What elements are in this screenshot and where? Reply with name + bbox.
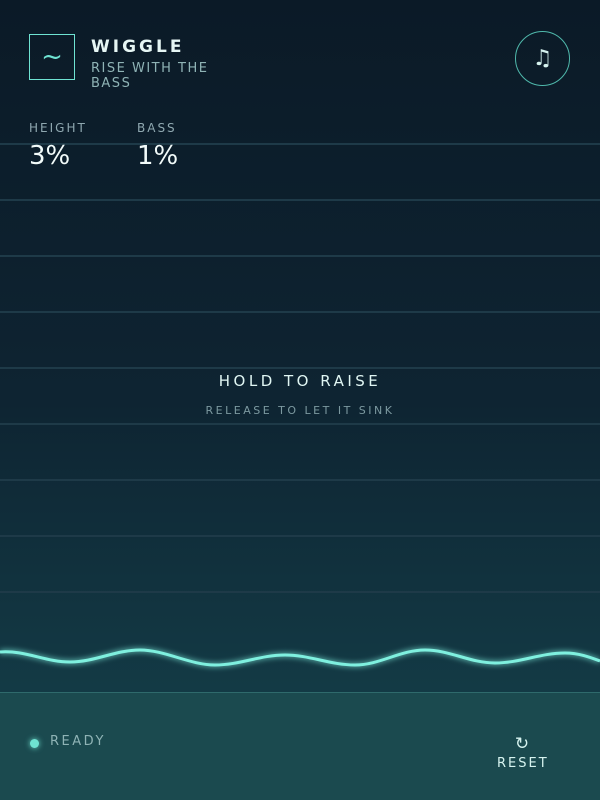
stat-value: 1% — [137, 141, 179, 171]
grid-lines — [0, 143, 600, 593]
stat-value: 3% — [29, 141, 71, 171]
title: WIGGLE — [91, 37, 185, 57]
music-button[interactable]: ♫ — [515, 31, 570, 86]
reset-button[interactable]: RESET — [497, 756, 549, 771]
background — [0, 143, 600, 667]
subtitle: RISE WITH THE BASS — [91, 61, 209, 91]
prompt-subtitle: RELEASE TO LET IT SINK — [205, 404, 395, 417]
status: READY — [50, 734, 106, 749]
logo-icon: ~ — [29, 34, 75, 80]
status-dot — [30, 739, 39, 748]
reset-icon[interactable]: ↻ — [514, 734, 530, 754]
prompt-title: HOLD TO RAISE — [218, 372, 382, 390]
stat-label: HEIGHT — [29, 121, 87, 135]
wave — [0, 648, 600, 667]
stat-label: BASS — [137, 121, 177, 135]
footer — [0, 692, 600, 800]
